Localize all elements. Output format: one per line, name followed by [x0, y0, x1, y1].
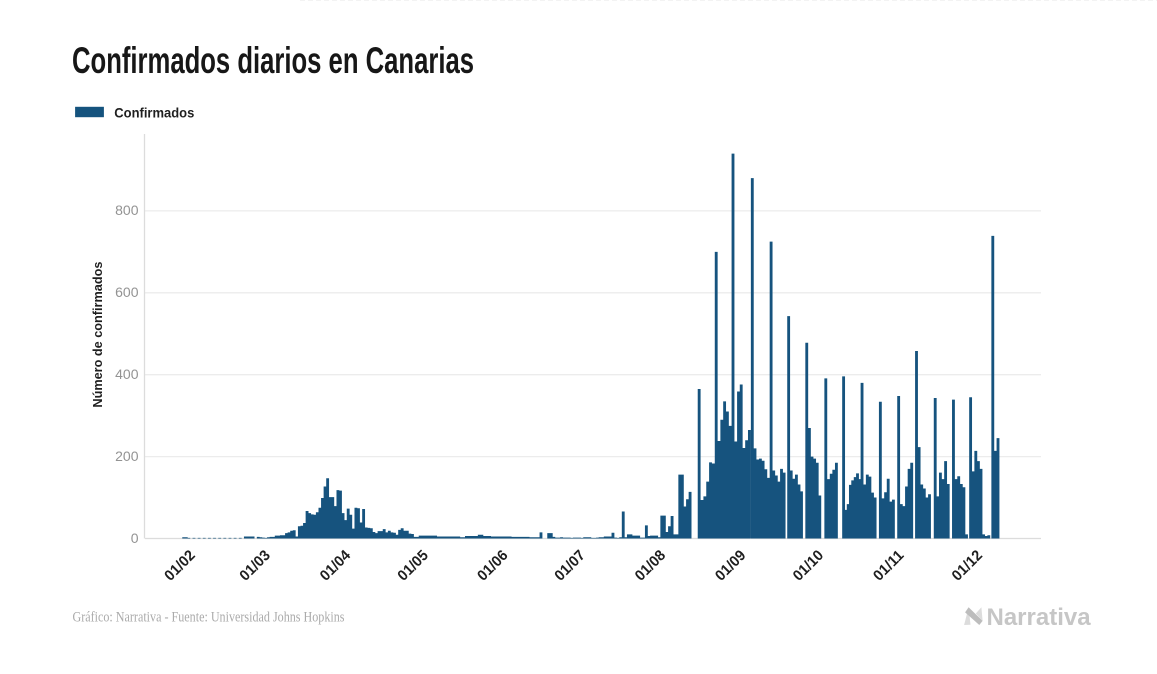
svg-text:01/04: 01/04	[317, 546, 355, 584]
svg-text:01/02: 01/02	[161, 547, 198, 584]
svg-text:01/07: 01/07	[551, 547, 588, 584]
svg-text:01/12: 01/12	[949, 547, 986, 584]
svg-text:Gráfico: Narrativa - Fuente: U: Gráfico: Narrativa - Fuente: Universidad…	[73, 610, 345, 626]
svg-text:800: 800	[115, 202, 139, 218]
svg-text:01/05: 01/05	[394, 547, 431, 584]
svg-text:600: 600	[115, 284, 139, 300]
svg-text:01/11: 01/11	[870, 547, 907, 584]
svg-text:0: 0	[131, 530, 139, 546]
svg-text:01/03: 01/03	[236, 547, 273, 584]
svg-text:01/09: 01/09	[712, 547, 749, 584]
svg-text:400: 400	[115, 366, 139, 382]
svg-text:Confirmados: Confirmados	[114, 104, 194, 120]
svg-text:01/06: 01/06	[474, 547, 511, 584]
svg-text:200: 200	[115, 448, 139, 464]
svg-text:Número de confirmados: Número de confirmados	[90, 262, 105, 408]
svg-text:Confirmados diarios en Canaria: Confirmados diarios en Canarias	[72, 40, 474, 81]
svg-text:01/08: 01/08	[632, 547, 669, 584]
svg-text:01/10: 01/10	[790, 547, 827, 584]
svg-text:Narrativa: Narrativa	[987, 604, 1092, 631]
